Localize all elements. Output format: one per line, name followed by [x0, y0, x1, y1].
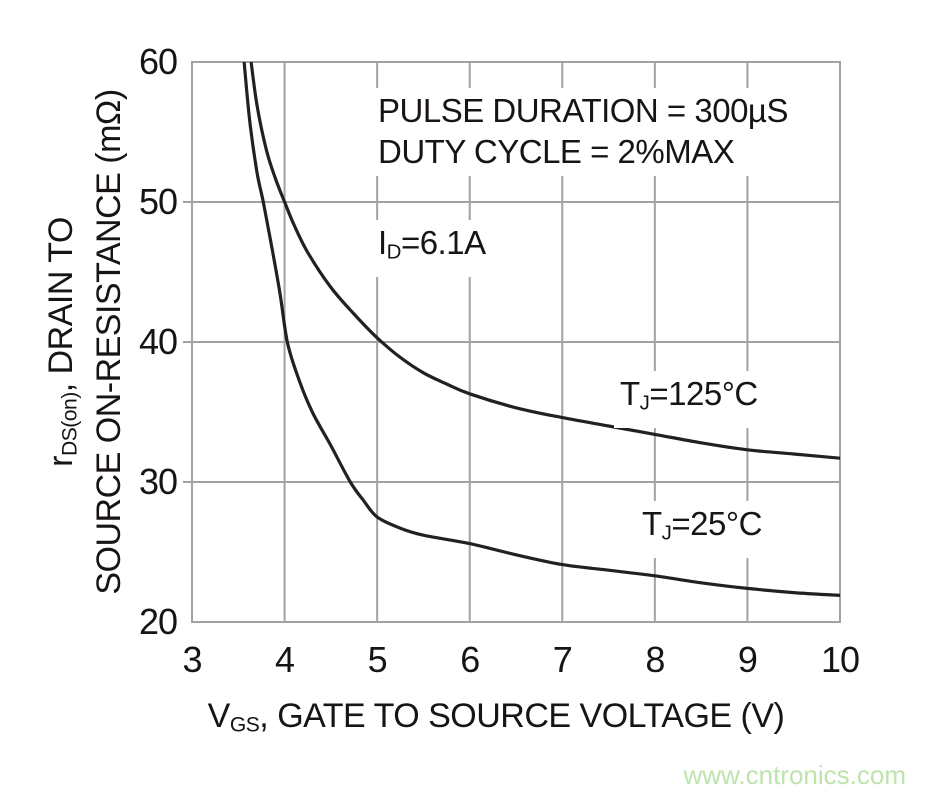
temp-symbol: T — [620, 375, 640, 412]
x-tick-label: 4 — [275, 639, 295, 680]
series-label-125c: TJ=125°C — [614, 371, 768, 428]
drain-current-annotation: ID=6.1A — [372, 220, 496, 277]
y-axis-title-line1: rDS(on), DRAIN TO — [42, 62, 90, 622]
duty-cycle-text: DUTY CYCLE = 2%MAX — [378, 133, 735, 170]
temp-symbol: T — [642, 505, 662, 542]
y-tick-label: 60 — [138, 41, 178, 82]
y-axis-text: , DRAIN TO — [42, 217, 80, 393]
x-axis-subscript: GS — [229, 713, 260, 737]
x-axis-symbol: V — [207, 697, 231, 735]
y-tick-label: 20 — [138, 601, 178, 642]
pulse-duration-text: PULSE DURATION = 300µS — [378, 92, 788, 129]
x-tick-label: 9 — [737, 639, 758, 680]
x-tick-label: 8 — [645, 639, 665, 680]
x-tick-label: 6 — [460, 639, 480, 680]
temp-subscript: J — [661, 521, 672, 545]
watermark-text: www.cntronics.com — [683, 760, 907, 790]
y-axis-subscript: DS(on) — [58, 392, 82, 457]
curve-25c — [242, 62, 840, 597]
x-tick-label: 3 — [182, 639, 202, 680]
x-tick-label: 10 — [820, 639, 860, 680]
y-tick-label: 40 — [138, 321, 178, 362]
y-axis-symbol: r — [42, 456, 80, 467]
x-axis-title: VGS, GATE TO SOURCE VOLTAGE (V) — [172, 694, 820, 748]
series-label-25c: TJ=25°C — [636, 501, 772, 558]
x-axis-text: , GATE TO SOURCE VOLTAGE (V) — [259, 697, 785, 735]
drain-current-subscript: D — [386, 240, 402, 264]
temp-subscript: J — [639, 391, 650, 415]
curve-125c — [249, 62, 840, 460]
x-tick-label: 5 — [367, 639, 388, 680]
drain-current-symbol: I — [378, 224, 387, 261]
drain-current-value: =6.1A — [400, 224, 486, 261]
test-conditions-annotation: PULSE DURATION = 300µS DUTY CYCLE = 2%MA… — [372, 88, 798, 176]
plot-border — [191, 61, 841, 623]
temp-value: =125°C — [649, 375, 758, 412]
y-tick-label: 50 — [138, 181, 178, 222]
temp-value: =25°C — [671, 505, 762, 542]
x-tick-label: 7 — [552, 639, 573, 680]
y-tick-label: 30 — [138, 461, 178, 502]
